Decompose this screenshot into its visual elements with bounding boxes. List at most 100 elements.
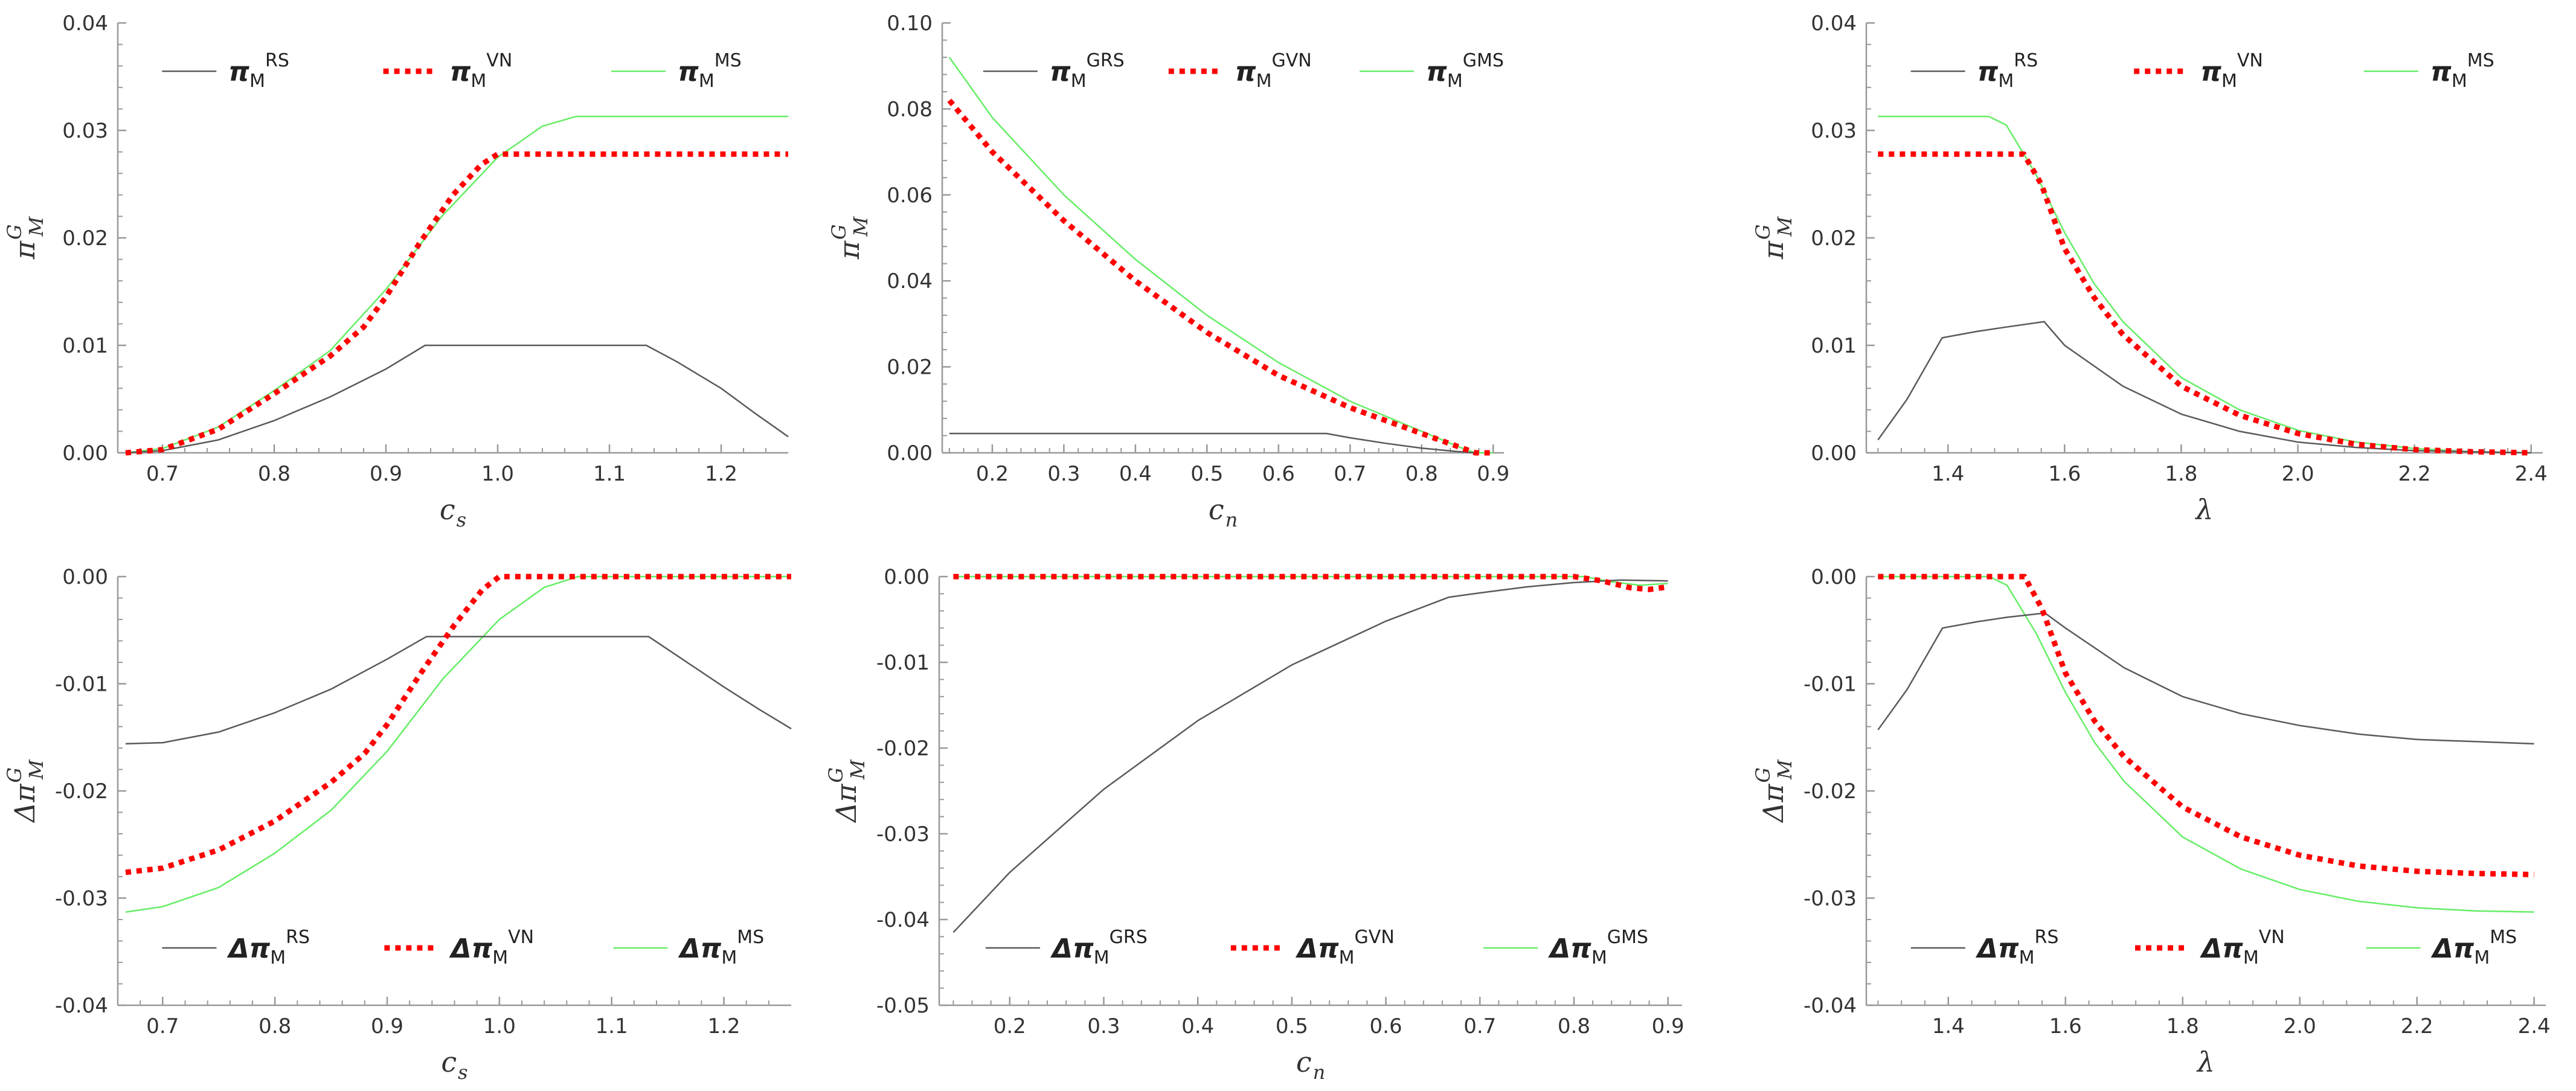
series-line-gms: [953, 575, 1668, 586]
y-tick-label: 0.04: [62, 11, 108, 36]
x-tick-label: 0.2: [994, 1014, 1026, 1038]
x-tick-label: 0.8: [259, 1014, 291, 1038]
legend-entry-ms: ΔπMMS: [2366, 927, 2517, 968]
x-tick-label: 0.9: [1652, 1014, 1685, 1038]
x-axis-title: cn: [1296, 1046, 1325, 1084]
legend-label: πMVN: [2200, 50, 2263, 92]
legend-entry-ms: πMMS: [2364, 50, 2494, 92]
y-tick-label: 0.00: [62, 565, 108, 589]
legend-entry-gms: πMGMS: [1360, 50, 1504, 92]
legend-label: πMRS: [1977, 50, 2038, 92]
y-tick-label: -0.04: [55, 994, 108, 1018]
legend-label: ΔπMGVN: [1296, 927, 1395, 968]
legend-label: ΔπMVN: [2200, 927, 2285, 968]
y-tick-label: -0.01: [876, 651, 930, 675]
panel-bottom-left: -0.04 -0.03 -0.02 -0.01 0.00 0.7 0.8 0.9 1.0 1.1 1…: [3, 565, 792, 1084]
x-tick-label: 1.4: [1932, 1014, 1965, 1038]
legend-entry-ms: ΔπMMS: [613, 927, 764, 968]
x-tick-label: 0.2: [976, 462, 1009, 486]
series-line-vn: [125, 151, 788, 456]
y-tick-label: -0.02: [1804, 779, 1857, 804]
x-tick-label: 2.2: [2401, 1014, 2433, 1038]
legend-label: ΔπMRS: [226, 927, 310, 968]
legend-entry-rs: ΔπMRS: [162, 927, 310, 968]
x-tick-label: 1.0: [481, 462, 514, 486]
legend-entry-grs: ΔπMGRS: [985, 927, 1148, 968]
y-tick-label: 0.06: [887, 184, 933, 208]
legend-label: πMGVN: [1235, 50, 1312, 92]
x-axis-title: λ: [2196, 1046, 2215, 1078]
x-tick-label: 2.4: [2515, 462, 2548, 486]
legend-label: πMRS: [228, 50, 289, 92]
panel-bottom-right: -0.04 -0.03 -0.02 -0.01 0.00 1.4 1.6 1.8 2.0 2.2 2…: [1752, 565, 2551, 1078]
y-tick-label: 0.03: [62, 119, 108, 143]
y-axis-title: πGM: [1752, 216, 1796, 260]
x-tick-label: 0.7: [1334, 462, 1366, 486]
legend-entry-vn: ΔπMVN: [2135, 927, 2285, 968]
y-tick-label: 0.02: [62, 226, 108, 251]
x-tick-label: 0.3: [1047, 462, 1080, 486]
x-tick-label: 1.1: [593, 462, 626, 486]
panel-bottom-middle: -0.05 -0.04 -0.03 -0.02 -0.01 0.00 0.2 0.3 0.4 0.…: [824, 565, 1685, 1084]
x-tick-label: 1.4: [1932, 462, 1964, 486]
x-tick-label: 1.0: [483, 1014, 516, 1038]
legend-entry-grs: πMGRS: [983, 50, 1125, 92]
x-tick-label: 2.2: [2398, 462, 2431, 486]
panel-top-right: 0.00 0.01 0.02 0.03 0.04 1.4 1.6 1.8 2.0 2.2 2.4 λ π…: [1752, 11, 2548, 526]
x-axis-title: cn: [1209, 493, 1238, 531]
series-line-rs: [125, 636, 792, 745]
series-line-rs: [125, 344, 789, 454]
y-tick-label: 0.02: [1811, 226, 1857, 251]
y-tick-label: 0.00: [62, 441, 108, 466]
legend-label: ΔπMMS: [2431, 927, 2517, 968]
series-line-gvn: [947, 98, 1494, 456]
legend-entry-vn: πMVN: [383, 50, 513, 92]
legend-entry-gvn: πMGVN: [1168, 50, 1312, 92]
series-line-ms: [1878, 115, 2531, 454]
x-tick-label: 2.4: [2518, 1014, 2551, 1038]
x-axis-title: cs: [440, 493, 466, 531]
y-axis-title: ΔπGM: [1752, 759, 1796, 824]
y-tick-label: 0.00: [884, 565, 930, 589]
series-line-ms: [1878, 575, 2534, 913]
legend-entry-rs: ΔπMRS: [1910, 927, 2058, 968]
y-tick-label: 0.00: [1811, 565, 1857, 589]
series-line-gvn: [953, 574, 1669, 592]
y-tick-label: 0.04: [1811, 11, 1857, 36]
y-tick-label: 0.01: [62, 334, 108, 358]
x-tick-label: 0.8: [258, 462, 291, 486]
x-tick-label: 2.0: [2281, 462, 2314, 486]
x-axis-title: λ: [2194, 493, 2213, 526]
x-tick-label: 1.2: [705, 462, 737, 486]
series-line-ms: [125, 115, 788, 454]
y-tick-label: 0.01: [1811, 334, 1857, 358]
legend-label: ΔπMGMS: [1548, 927, 1648, 968]
series-line-rs: [1877, 321, 2531, 454]
x-axis-title: cs: [441, 1046, 467, 1084]
x-tick-label: 0.6: [1262, 462, 1295, 486]
series-line-grs: [949, 432, 1476, 454]
y-tick-label: 0.02: [887, 356, 933, 380]
y-axis-title: πGM: [827, 216, 872, 260]
panel-top-middle: 0.00 0.02 0.04 0.06 0.08 0.10 0.2 0.3 0.4 0.5 0.6 0…: [827, 11, 1509, 531]
legend-entry-gms: ΔπMGMS: [1483, 927, 1648, 968]
series-line-rs: [1877, 612, 2534, 745]
series-line-vn: [1878, 574, 2534, 877]
legend-label: πMMS: [2430, 50, 2494, 92]
y-tick-label: -0.01: [55, 673, 108, 697]
x-tick-label: 0.7: [146, 1014, 179, 1038]
x-tick-label: 2.0: [2284, 1014, 2316, 1038]
x-tick-label: 1.6: [2049, 1014, 2082, 1038]
y-tick-label: -0.04: [876, 908, 930, 932]
legend-entry-ms: πMMS: [611, 50, 742, 92]
y-tick-label: 0.04: [887, 269, 933, 293]
x-tick-label: 0.4: [1181, 1014, 1214, 1038]
x-tick-label: 0.5: [1276, 1014, 1308, 1038]
x-tick-label: 1.8: [2166, 1014, 2199, 1038]
y-axis-title: πGM: [3, 216, 48, 260]
legend-label: ΔπMVN: [449, 927, 534, 968]
series-line-grs: [952, 579, 1668, 933]
y-tick-label: 0.00: [1811, 441, 1857, 466]
legend-label: πMVN: [450, 50, 513, 92]
